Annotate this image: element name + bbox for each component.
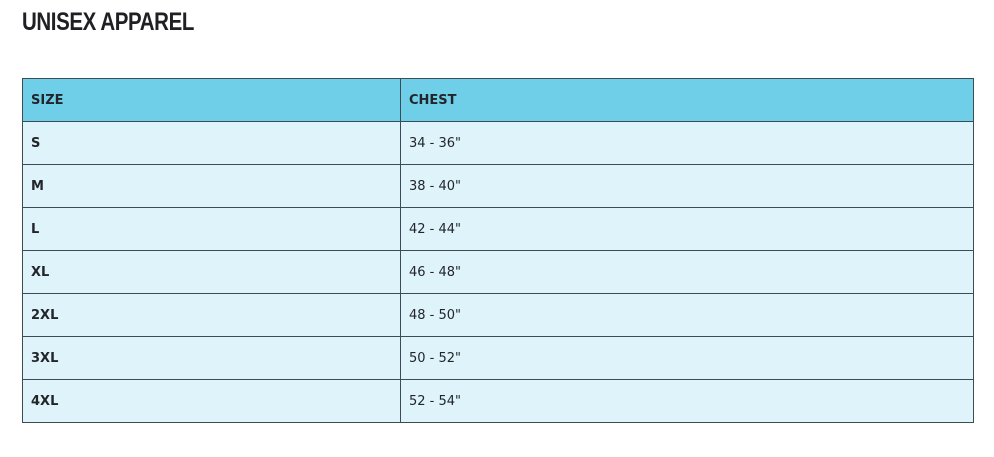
table-row: 3XL 50 - 52"	[22, 336, 974, 380]
size-cell: 3XL	[22, 336, 401, 380]
size-cell: 2XL	[22, 293, 401, 337]
size-chart-table: SIZE CHEST S 34 - 36" M 38 - 40" L 42 - 44" XL…	[22, 78, 974, 423]
size-cell: S	[22, 121, 401, 165]
table-row: 2XL 48 - 50"	[22, 293, 974, 337]
page-title: UNISEX APPAREL	[22, 8, 194, 36]
table-row: 4XL 52 - 54"	[22, 379, 974, 423]
chest-cell: 50 - 52"	[400, 336, 974, 380]
header-size: SIZE	[22, 78, 401, 122]
chest-cell: 42 - 44"	[400, 207, 974, 251]
table-row: L 42 - 44"	[22, 207, 974, 251]
table-row: XL 46 - 48"	[22, 250, 974, 294]
size-cell: L	[22, 207, 401, 251]
chest-cell: 48 - 50"	[400, 293, 974, 337]
table-row: S 34 - 36"	[22, 121, 974, 165]
chest-cell: 34 - 36"	[400, 121, 974, 165]
header-chest: CHEST	[400, 78, 974, 122]
chest-cell: 46 - 48"	[400, 250, 974, 294]
table-header-row: SIZE CHEST	[22, 78, 974, 122]
chest-cell: 38 - 40"	[400, 164, 974, 208]
size-cell: XL	[22, 250, 401, 294]
table-row: M 38 - 40"	[22, 164, 974, 208]
chest-cell: 52 - 54"	[400, 379, 974, 423]
size-cell: 4XL	[22, 379, 401, 423]
size-cell: M	[22, 164, 401, 208]
